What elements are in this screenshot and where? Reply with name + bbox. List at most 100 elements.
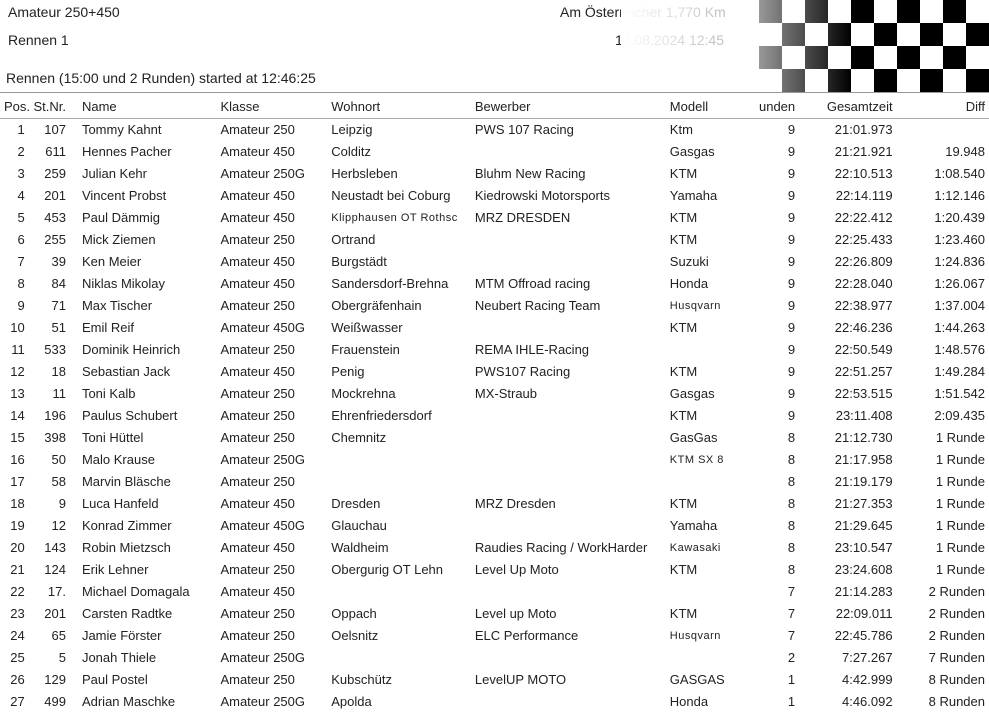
cell-modell: KTM bbox=[666, 559, 748, 581]
cell-klasse: Amateur 450 bbox=[216, 581, 327, 603]
cell-runden: 9 bbox=[748, 207, 799, 229]
header-center: Am Österreicher 1,770 Km 17.08.2024 12:4… bbox=[560, 4, 726, 48]
cell-klasse: Amateur 250G bbox=[216, 449, 327, 471]
cell-klasse: Amateur 250G bbox=[216, 647, 327, 669]
cell-gesamt: 21:21.921 bbox=[799, 141, 896, 163]
cell-diff: 1:23.460 bbox=[897, 229, 989, 251]
cell-wohnort: Burgstädt bbox=[327, 251, 471, 273]
cell-gesamt: 7:27.267 bbox=[799, 647, 896, 669]
cell-modell: Husqvarn bbox=[666, 295, 748, 317]
cell-pos: 12 bbox=[0, 361, 29, 383]
cell-stnr: 71 bbox=[29, 295, 78, 317]
col-wohnort: Wohnort bbox=[327, 93, 471, 119]
cell-bewerber bbox=[471, 647, 666, 669]
cell-bewerber: MRZ DRESDEN bbox=[471, 207, 666, 229]
cell-stnr: 50 bbox=[29, 449, 78, 471]
cell-diff: 1:20.439 bbox=[897, 207, 989, 229]
cell-wohnort: Herbsleben bbox=[327, 163, 471, 185]
cell-klasse: Amateur 250 bbox=[216, 295, 327, 317]
cell-pos: 5 bbox=[0, 207, 29, 229]
cell-runden: 8 bbox=[748, 449, 799, 471]
cell-gesamt: 22:10.513 bbox=[799, 163, 896, 185]
cell-wohnort bbox=[327, 581, 471, 603]
cell-wohnort: Penig bbox=[327, 361, 471, 383]
cell-stnr: 17. bbox=[29, 581, 78, 603]
cell-stnr: 499 bbox=[29, 691, 78, 713]
cell-modell: Yamaha bbox=[666, 185, 748, 207]
col-gesamtzeit: Gesamtzeit bbox=[799, 93, 896, 119]
cell-gesamt: 22:28.040 bbox=[799, 273, 896, 295]
cell-name: Vincent Probst bbox=[78, 185, 217, 207]
col-pos: Pos. bbox=[0, 93, 29, 119]
cell-name: Mick Ziemen bbox=[78, 229, 217, 251]
cell-wohnort: Waldheim bbox=[327, 537, 471, 559]
cell-bewerber bbox=[471, 471, 666, 493]
table-row: 1051Emil ReifAmateur 450GWeißwasserKTM92… bbox=[0, 317, 989, 339]
cell-bewerber bbox=[471, 515, 666, 537]
cell-wohnort: Kubschütz bbox=[327, 669, 471, 691]
cell-pos: 22 bbox=[0, 581, 29, 603]
cell-bewerber: REMA IHLE-Racing bbox=[471, 339, 666, 361]
cell-name: Hennes Pacher bbox=[78, 141, 217, 163]
cell-klasse: Amateur 450G bbox=[216, 317, 327, 339]
cell-name: Toni Hüttel bbox=[78, 427, 217, 449]
cell-diff: 1 Runde bbox=[897, 471, 989, 493]
cell-stnr: 11 bbox=[29, 383, 78, 405]
cell-klasse: Amateur 250 bbox=[216, 427, 327, 449]
cell-diff: 1:49.284 bbox=[897, 361, 989, 383]
cell-name: Paul Dämmig bbox=[78, 207, 217, 229]
table-row: 5453Paul DämmigAmateur 450Klipphausen OT… bbox=[0, 207, 989, 229]
cell-gesamt: 22:14.119 bbox=[799, 185, 896, 207]
cell-name: Julian Kehr bbox=[78, 163, 217, 185]
cell-klasse: Amateur 450 bbox=[216, 141, 327, 163]
cell-bewerber bbox=[471, 141, 666, 163]
cell-pos: 8 bbox=[0, 273, 29, 295]
cell-runden: 9 bbox=[748, 251, 799, 273]
checker-flag bbox=[759, 0, 989, 92]
cell-wohnort: Leipzig bbox=[327, 119, 471, 142]
cell-gesamt: 22:50.549 bbox=[799, 339, 896, 361]
cell-klasse: Amateur 250 bbox=[216, 471, 327, 493]
cell-wohnort: Obergräfenhain bbox=[327, 295, 471, 317]
cell-runden: 1 bbox=[748, 669, 799, 691]
cell-bewerber bbox=[471, 581, 666, 603]
cell-gesamt: 21:01.973 bbox=[799, 119, 896, 142]
cell-diff: 2:09.435 bbox=[897, 405, 989, 427]
cell-klasse: Amateur 250 bbox=[216, 405, 327, 427]
cell-modell: Gasgas bbox=[666, 141, 748, 163]
cell-pos: 4 bbox=[0, 185, 29, 207]
table-row: 3259Julian KehrAmateur 250GHerbslebenBlu… bbox=[0, 163, 989, 185]
cell-pos: 26 bbox=[0, 669, 29, 691]
cell-runden: 9 bbox=[748, 273, 799, 295]
cell-modell: Honda bbox=[666, 273, 748, 295]
cell-modell: GasGas bbox=[666, 427, 748, 449]
cell-gesamt: 22:45.786 bbox=[799, 625, 896, 647]
cell-runden: 8 bbox=[748, 537, 799, 559]
cell-gesamt: 23:10.547 bbox=[799, 537, 896, 559]
cell-pos: 25 bbox=[0, 647, 29, 669]
cell-bewerber: Level up Moto bbox=[471, 603, 666, 625]
cell-pos: 16 bbox=[0, 449, 29, 471]
cell-name: Paul Postel bbox=[78, 669, 217, 691]
cell-wohnort: Neustadt bei Coburg bbox=[327, 185, 471, 207]
cell-modell: Suzuki bbox=[666, 251, 748, 273]
cell-pos: 2 bbox=[0, 141, 29, 163]
table-row: 26129Paul PostelAmateur 250KubschützLeve… bbox=[0, 669, 989, 691]
table-row: 15398Toni HüttelAmateur 250ChemnitzGasGa… bbox=[0, 427, 989, 449]
cell-name: Max Tischer bbox=[78, 295, 217, 317]
cell-modell: GASGAS bbox=[666, 669, 748, 691]
cell-gesamt: 21:27.353 bbox=[799, 493, 896, 515]
header: Amateur 250+450 Rennen 1 Am Österreicher… bbox=[0, 0, 989, 92]
cell-gesamt: 22:51.257 bbox=[799, 361, 896, 383]
table-row: 1758Marvin BläscheAmateur 250821:19.1791… bbox=[0, 471, 989, 493]
cell-gesamt: 22:09.011 bbox=[799, 603, 896, 625]
cell-name: Luca Hanfeld bbox=[78, 493, 217, 515]
cell-gesamt: 22:25.433 bbox=[799, 229, 896, 251]
cell-bewerber bbox=[471, 427, 666, 449]
col-name: Name bbox=[78, 93, 217, 119]
cell-gesamt: 23:11.408 bbox=[799, 405, 896, 427]
table-row: 1218Sebastian JackAmateur 450PenigPWS107… bbox=[0, 361, 989, 383]
cell-pos: 23 bbox=[0, 603, 29, 625]
cell-stnr: 259 bbox=[29, 163, 78, 185]
cell-bewerber bbox=[471, 449, 666, 471]
